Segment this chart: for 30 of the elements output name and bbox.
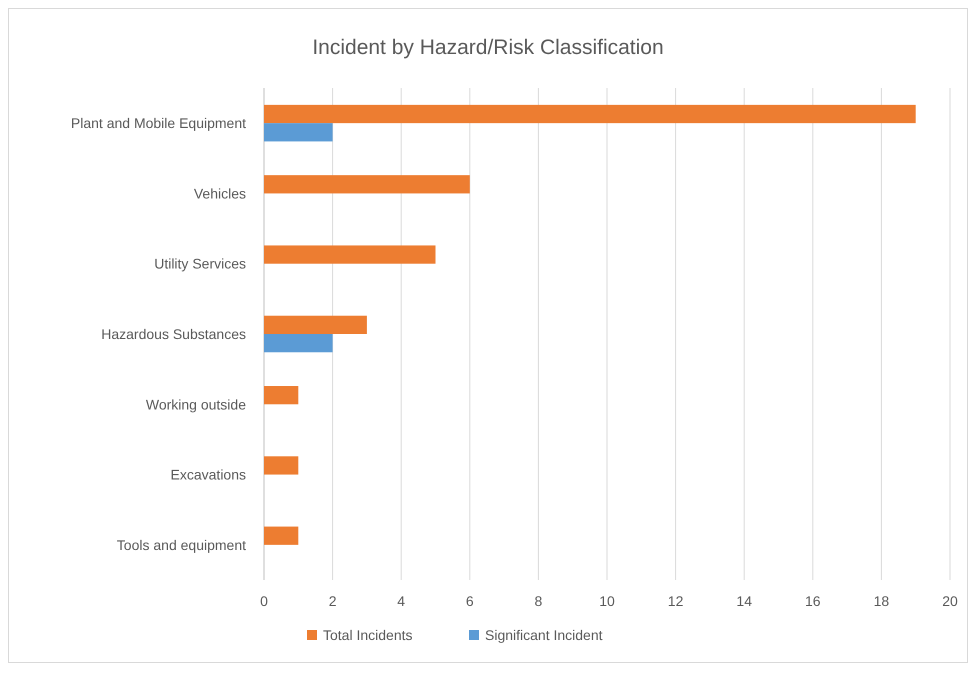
bar [264, 334, 333, 352]
x-tick-label: 2 [328, 593, 337, 609]
x-tick-label: 0 [260, 593, 268, 609]
bar [264, 175, 470, 194]
x-tick-label: 20 [942, 593, 958, 609]
x-tick-label: 18 [874, 593, 890, 609]
bar [264, 386, 298, 404]
y-tick-label: Utility Services [154, 256, 246, 272]
y-tick-label: Hazardous Substances [101, 326, 246, 342]
x-tick-label: 10 [599, 593, 615, 609]
x-tick-label: 4 [397, 593, 406, 609]
x-tick-label: 16 [805, 593, 821, 609]
chart-title: Incident by Hazard/Risk Classification [312, 36, 664, 59]
bar [264, 316, 367, 334]
y-tick-label: Working outside [146, 396, 246, 412]
bar [264, 456, 298, 475]
legend-label: Total Incidents [323, 627, 412, 643]
y-tick-label: Tools and equipment [116, 536, 246, 553]
x-tick-label: 14 [736, 593, 752, 609]
legend-label: Significant Incident [485, 627, 603, 643]
y-tick-label: Excavations [170, 466, 246, 483]
x-tick-label: 6 [466, 593, 474, 609]
x-tick-label: 8 [534, 593, 542, 609]
bar [264, 123, 333, 142]
x-tick-label: 12 [668, 593, 684, 609]
bar [264, 104, 916, 124]
bar [264, 526, 298, 545]
y-tick-label: Vehicles [194, 185, 246, 202]
y-tick-label: Plant and Mobile Equipment [70, 115, 246, 132]
bar [264, 245, 436, 264]
